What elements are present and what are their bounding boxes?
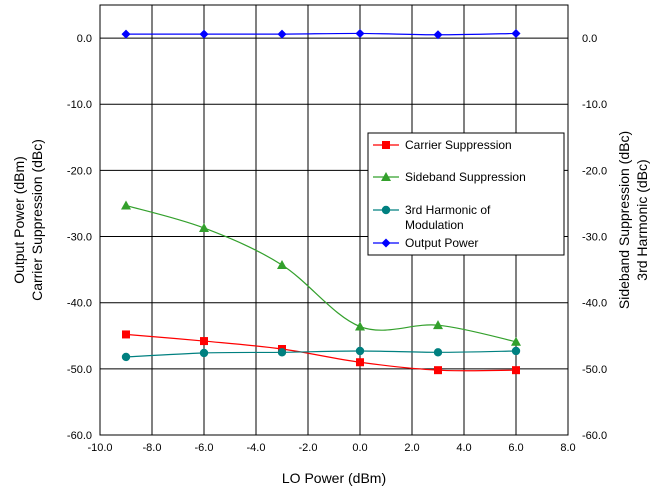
data-point-carrier-suppression [512,366,520,375]
x-tick-labels: -10.0 -8.0 -6.0 -4.0 -2.0 0.0 2.0 4.0 6.0 8.0 [87,442,575,454]
x-axis-title: LO Power (dBm) [282,470,386,486]
y-axis-title-right-line1: Sideband Suppression (dBc) [616,131,632,309]
series-line-3rd-harmonic-of-modulation [125,350,517,358]
series-layer [121,28,521,375]
y-tick-label-right: -20.0 [582,165,607,177]
data-point-output-power [511,28,521,38]
data-point-sideband-suppression [277,259,287,269]
data-point-output-power [277,29,287,39]
x-tick-label: 8.0 [560,442,575,454]
y-tick-label-left: -30.0 [67,232,92,244]
data-point-sideband-suppression [199,222,209,232]
legend-item-sideband-suppression: Sideband Suppression [373,170,526,184]
x-tick-label: -4.0 [247,442,266,454]
data-point-3rd-harmonic-of-modulation [277,348,287,357]
legend-label: Output Power [405,236,478,250]
x-tick-label: -6.0 [195,442,214,454]
y-tick-label-left: -50.0 [67,364,92,376]
y-tick-label-left: -60.0 [67,430,92,442]
y-tick-label-right: -50.0 [582,364,607,376]
series-line-carrier-suppression [125,333,517,372]
data-point-carrier-suppression [434,366,442,375]
legend: Carrier Suppression Sideband Suppression 3… [367,132,565,256]
legend-item-carrier-suppression: Carrier Suppression [373,138,512,152]
y-tick-label-right: -60.0 [582,430,607,442]
y-tick-label-left: -10.0 [67,99,92,111]
data-point-output-power [433,30,443,40]
data-point-sideband-suppression [121,200,131,210]
legend-label: 3rd Harmonic of Modulation [405,203,491,232]
y-axis-title-left-line1: Output Power (dBm) [11,156,27,284]
data-point-output-power [199,29,209,39]
series-line-output-power [125,32,517,36]
series-output-power [121,28,521,40]
legend-marker [382,141,390,149]
data-point-3rd-harmonic-of-modulation [511,346,521,356]
series-sideband-suppression [121,200,521,346]
data-point-3rd-harmonic-of-modulation [355,346,365,356]
legend-marker [381,238,391,248]
data-point-3rd-harmonic-of-modulation [199,348,209,358]
legend-items: Carrier Suppression Sideband Suppression 3… [373,138,526,250]
x-tick-label: 2.0 [404,442,419,454]
y-tick-labels-right: 0.0 -10.0 -20.0 -30.0 -40.0 -50.0 -60.0 [582,33,607,442]
legend-item-3rd-harmonic-of-modulation: 3rd Harmonic of Modulation [373,203,491,232]
y-tick-label-left: 0.0 [77,33,92,45]
x-tick-label: -10.0 [87,442,112,454]
plot-frame [99,4,569,436]
data-point-3rd-harmonic-of-modulation [121,352,131,362]
y-axis-title-left-line2: Carrier Suppression (dBc) [29,139,45,301]
legend-marker [381,205,391,215]
x-tick-label: -2.0 [299,442,318,454]
y-tick-label-right: -30.0 [582,232,607,244]
x-tick-label: -8.0 [143,442,162,454]
y-axis-title-right-line2: 3rd Harmonic (dBc) [634,159,650,280]
legend-marker [381,172,391,181]
x-tick-label: 4.0 [456,442,471,454]
data-point-output-power [355,28,365,38]
legend-label: Sideband Suppression [405,170,526,184]
x-tick-label: 6.0 [508,442,523,454]
x-tick-label: 0.0 [352,442,367,454]
data-point-3rd-harmonic-of-modulation [433,348,443,357]
y-tick-label-left: -20.0 [67,165,92,177]
y-tick-label-right: -10.0 [582,99,607,111]
y-tick-label-right: -40.0 [582,298,607,310]
series-3rd-harmonic-of-modulation [121,346,521,362]
data-point-output-power [121,29,131,39]
data-point-sideband-suppression [511,336,521,346]
data-point-sideband-suppression [355,321,365,331]
data-point-sideband-suppression [433,320,443,330]
y-axis-title-right: Sideband Suppression (dBc) 3rd Harmonic … [616,131,650,309]
legend-box [367,132,565,256]
legend-label: Carrier Suppression [405,138,512,152]
y-tick-label-left: -40.0 [67,298,92,310]
data-point-carrier-suppression [122,330,130,339]
y-axis-title-left: Output Power (dBm) Carrier Suppression (… [11,139,45,301]
y-tick-label-right: 0.0 [582,33,597,45]
y-tick-labels-left: 0.0 -10.0 -20.0 -30.0 -40.0 -50.0 -60.0 [67,33,92,442]
data-point-carrier-suppression [200,337,208,346]
data-point-carrier-suppression [356,358,364,367]
legend-item-output-power: Output Power [373,236,478,250]
